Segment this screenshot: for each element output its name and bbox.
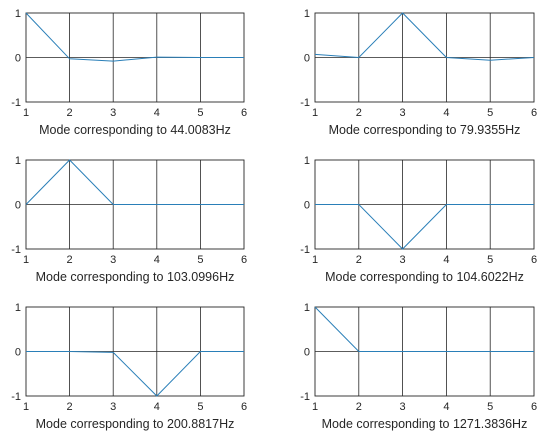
x-tick-label: 2	[67, 254, 73, 266]
x-tick-label: 5	[197, 401, 203, 413]
y-tick-label: 0	[304, 200, 310, 212]
x-axis-label: Mode corresponding to 200.8817Hz	[36, 417, 235, 431]
y-tick-label: 0	[15, 200, 21, 212]
mode-shape-line	[314, 12, 535, 61]
y-tick-label: 1	[15, 302, 21, 314]
mode-shape-line	[315, 204, 534, 250]
x-tick-label: 5	[487, 401, 493, 413]
x-tick-label: 4	[154, 401, 160, 413]
x-tick-label: 2	[356, 401, 362, 413]
y-tick-label: -1	[300, 391, 310, 403]
y-tick-label: 1	[304, 155, 310, 167]
x-tick-label: 5	[197, 107, 203, 119]
y-tick-label: 0	[304, 347, 310, 359]
subplot-6: 1 2 3 4 5 6 1 0 -1 Mode corresponding to 1271.383…	[300, 302, 537, 431]
x-tick-label: 5	[197, 254, 203, 266]
subplot-5: 1 2 3 4 5 6 1 0 -1 Mode corresponding to 200.8817…	[11, 302, 247, 431]
x-tick-label: 6	[241, 254, 247, 266]
y-tick-label: 0	[15, 53, 21, 65]
x-tick-label: 3	[400, 254, 406, 266]
mode-shape-line	[25, 12, 244, 62]
x-tick-label: 1	[312, 107, 318, 119]
y-tick-label: -1	[300, 244, 310, 256]
x-tick-label: 2	[356, 254, 362, 266]
y-tick-label: -1	[11, 244, 21, 256]
subplot-3: 1 2 3 4 5 6 1 0 -1 Mode corresponding to 103.0996…	[11, 155, 247, 284]
y-tick-label: 1	[304, 8, 310, 20]
x-tick-label: 4	[443, 107, 449, 119]
subplot-1: 1 2 3 4 5 6 1 0 -1 Mode corresponding to 44.0083H…	[11, 8, 247, 137]
x-tick-label: 2	[67, 401, 73, 413]
y-tick-label: 1	[304, 302, 310, 314]
x-tick-label: 3	[110, 107, 116, 119]
x-tick-label: 4	[154, 107, 160, 119]
mode-shape-line	[25, 159, 244, 205]
y-tick-label: -1	[11, 391, 21, 403]
mode-shape-line	[26, 351, 244, 397]
x-tick-label: 4	[443, 401, 449, 413]
y-tick-label: 1	[15, 155, 21, 167]
x-tick-label: 1	[23, 401, 29, 413]
y-tick-label: 0	[304, 53, 310, 65]
y-tick-label: -1	[11, 97, 21, 109]
x-tick-label: 2	[356, 107, 362, 119]
x-tick-label: 3	[110, 401, 116, 413]
x-tick-label: 5	[487, 107, 493, 119]
x-tick-label: 1	[312, 401, 318, 413]
x-tick-label: 3	[400, 107, 406, 119]
x-tick-label: 1	[23, 254, 29, 266]
x-tick-label: 5	[487, 254, 493, 266]
x-axis-label: Mode corresponding to 104.6022Hz	[325, 270, 524, 284]
subplot-4: 1 2 3 4 5 6 1 0 -1 Mode corresponding to 104.6022…	[300, 155, 537, 284]
x-tick-label: 1	[23, 107, 29, 119]
x-tick-label: 3	[400, 401, 406, 413]
mode-shape-line	[314, 306, 534, 352]
x-tick-label: 6	[531, 254, 537, 266]
x-axis-label: Mode corresponding to 1271.3836Hz	[322, 417, 528, 431]
y-tick-label: 1	[15, 8, 21, 20]
x-tick-label: 4	[154, 254, 160, 266]
x-axis-label: Mode corresponding to 103.0996Hz	[36, 270, 235, 284]
y-tick-label: 0	[15, 347, 21, 359]
x-axis-label: Mode corresponding to 79.9355Hz	[329, 123, 521, 137]
x-tick-label: 6	[531, 401, 537, 413]
x-tick-label: 6	[241, 107, 247, 119]
x-tick-label: 4	[443, 254, 449, 266]
x-tick-label: 3	[110, 254, 116, 266]
x-tick-label: 6	[241, 401, 247, 413]
x-tick-label: 6	[531, 107, 537, 119]
x-tick-label: 1	[312, 254, 318, 266]
subplot-2: 1 2 3 4 5 6 1 0 -1 Mode corresponding to 79.9355H…	[300, 8, 537, 137]
y-tick-label: -1	[300, 97, 310, 109]
x-tick-label: 2	[67, 107, 73, 119]
x-axis-label: Mode corresponding to 44.0083Hz	[39, 123, 231, 137]
